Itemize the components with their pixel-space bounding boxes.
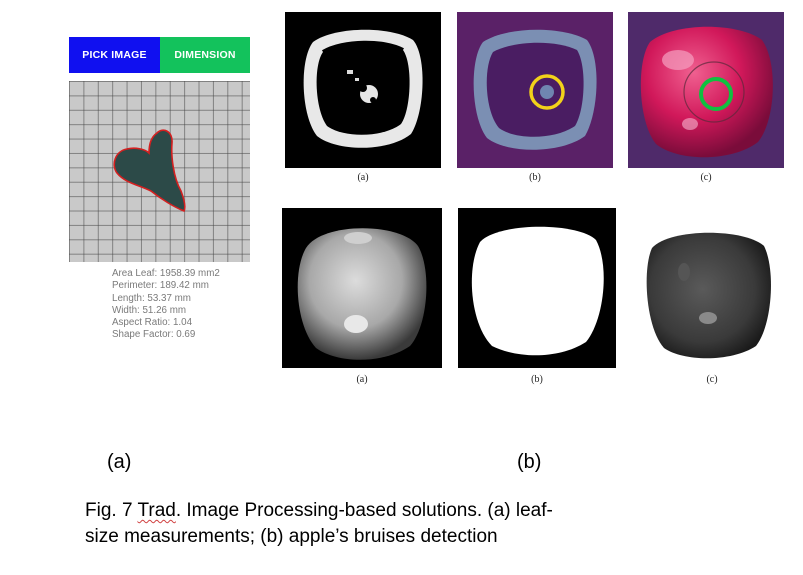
subfigure-label-a: (a) [107,451,132,473]
apple-threshold-image [285,12,441,168]
row2-label-a: (a) [356,374,368,385]
measurement-aspect-ratio: Aspect Ratio: 1.04 [112,317,193,329]
measurement-list: Area Leaf: 1958.39 mm2 Perimeter: 189.42… [112,268,220,342]
apple-grayscale-image [282,208,442,368]
dimension-button[interactable]: DIMENSION [160,37,250,73]
row1-label-b: (b) [529,172,541,183]
measurement-area: Area Leaf: 1958.39 mm2 [112,268,220,279]
bruise-marker-green-circle [699,77,733,111]
leaf-photo [69,81,250,262]
bruise-marker-yellow-circle [529,74,565,110]
caption-prefix: Fig. 7 [85,500,138,521]
measurement-length: Length: 53.37 mm [112,292,191,304]
measurement-perimeter: Perimeter: 189.42 mm [112,280,209,292]
caption-line2: size measurements; (b) apple’s bruises d… [85,526,498,547]
measurement-width: Width: 51.26 mm [112,304,187,316]
caption-flagged-word: Trad [137,500,176,521]
leaf-shape [113,129,186,213]
subfigure-label-b: (b) [517,451,542,473]
apple-overlay-image [457,12,613,168]
row2-label-c: (c) [706,374,718,385]
caption-line1-rest: . Image Processing-based solutions. (a) … [175,500,553,521]
row1-label-a: (a) [357,172,369,183]
measurement-shape-factor: Shape Factor: 0.69 [112,329,196,341]
row2-label-b: (b) [531,374,543,385]
figure-caption: Fig. 7 Trad. Image Processing-based solu… [85,498,705,550]
row1-label-c: (c) [700,172,712,183]
apple-color-image [628,12,784,168]
apple-enhanced-image [640,220,775,365]
apple-mask-image [458,208,616,368]
pick-image-button[interactable]: PICK IMAGE [69,37,160,73]
